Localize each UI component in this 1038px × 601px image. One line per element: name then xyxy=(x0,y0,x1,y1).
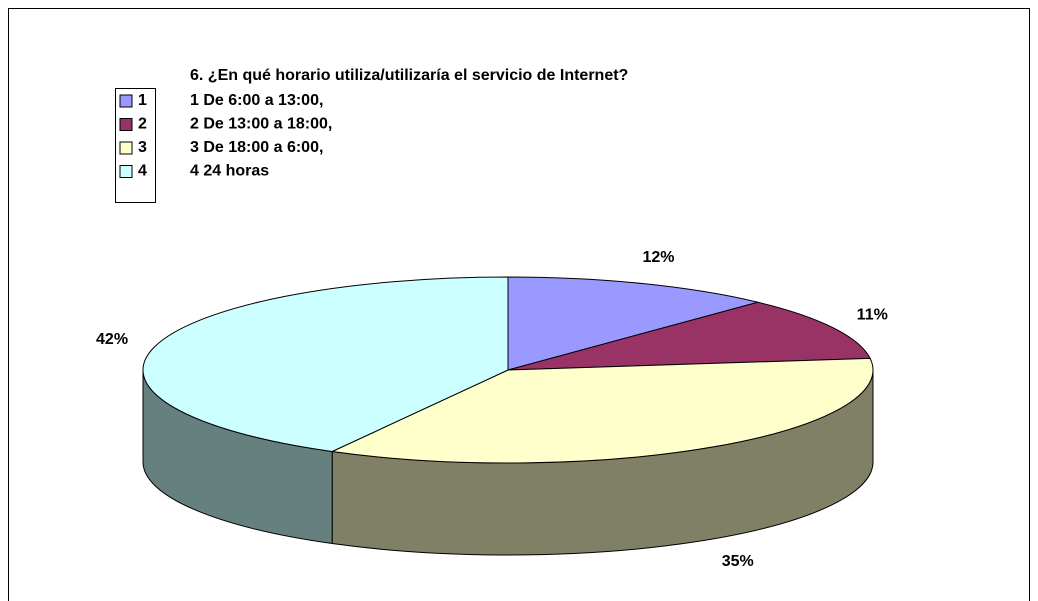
data-label: 35% xyxy=(722,553,754,570)
data-label: 12% xyxy=(642,249,674,266)
legend-label: 1 xyxy=(138,92,147,109)
chart-title: 6. ¿En qué horario utiliza/utilizaría el… xyxy=(190,67,628,84)
legend-swatch xyxy=(119,165,133,178)
pie-slice xyxy=(507,301,871,371)
legend-note: 1 De 6:00 a 13:00, xyxy=(190,92,323,109)
legend-label: 2 xyxy=(138,116,147,133)
pie-slice xyxy=(507,276,758,371)
data-label: 42% xyxy=(96,331,128,348)
legend-swatch xyxy=(119,94,133,108)
pie-slice xyxy=(142,276,509,453)
legend-swatch xyxy=(119,141,133,155)
legend-note: 3 De 18:00 a 6:00, xyxy=(190,139,323,156)
data-label: 11% xyxy=(857,306,888,323)
legend-label: 3 xyxy=(138,139,147,156)
legend-label: 4 xyxy=(138,163,147,180)
legend-swatch xyxy=(119,118,133,131)
legend-note: 4 24 horas xyxy=(190,163,269,180)
legend-note: 2 De 13:00 a 18:00, xyxy=(190,116,332,133)
pie-slice xyxy=(330,357,874,464)
